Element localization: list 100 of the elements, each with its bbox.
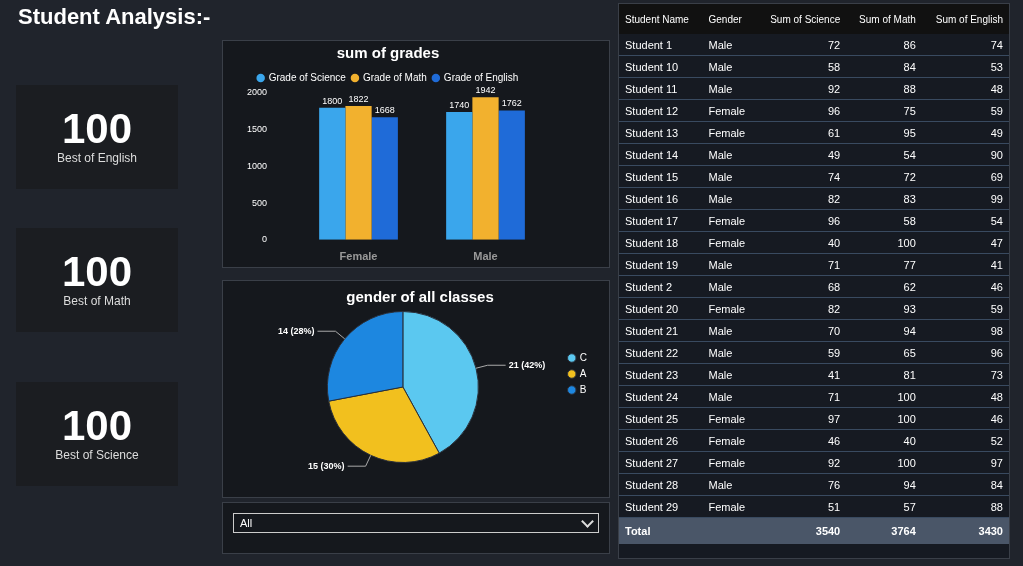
text: Female: [708, 236, 746, 249]
data-label: 1762: [501, 98, 522, 109]
text: Female: [708, 500, 746, 513]
text: 49: [990, 126, 1003, 139]
bar: [472, 97, 499, 240]
category-label: Student 11: [625, 82, 678, 95]
legend-label: Grade of Math: [362, 71, 427, 83]
category-label: Sum of English: [921, 4, 1009, 34]
text: 92: [828, 456, 841, 469]
category-label: Student 17: [625, 214, 679, 227]
text: 46: [990, 280, 1003, 293]
text: 100: [897, 456, 916, 469]
text: Male: [708, 38, 733, 51]
text: 54: [990, 214, 1003, 227]
text: 97: [990, 456, 1003, 469]
text: 96: [990, 346, 1003, 359]
category-label: Student 20: [625, 302, 679, 315]
text: 62: [903, 280, 916, 293]
text: 46: [990, 412, 1003, 425]
category-label: Gender: [702, 4, 757, 34]
text: Male: [708, 390, 733, 403]
text: Female: [708, 302, 746, 315]
text: Male: [708, 148, 733, 161]
category-label: Sum of Math: [846, 4, 922, 34]
text: 72: [903, 170, 916, 183]
text: Female: [708, 412, 746, 425]
text: 48: [990, 82, 1003, 95]
category-label: Student 21: [625, 324, 679, 337]
text: 92: [828, 82, 841, 95]
data-label: 1800: [322, 95, 343, 106]
text: 84: [990, 478, 1003, 491]
text: 46: [828, 434, 841, 447]
data-label: 1740: [449, 100, 470, 111]
legend-label: Grade of English: [443, 71, 519, 83]
text: Male: [708, 192, 733, 205]
y-tick-label: 0: [262, 234, 268, 245]
text: 58: [903, 214, 916, 227]
text: 59: [828, 346, 841, 359]
text: 83: [903, 192, 916, 205]
text: 52: [990, 434, 1003, 447]
data-label: 100: [60, 402, 134, 449]
category-label: Student 10: [625, 60, 679, 73]
text: 41: [828, 368, 841, 381]
y-tick-label: 1500: [246, 124, 268, 135]
text: 90: [990, 148, 1003, 161]
text: 75: [903, 104, 916, 117]
text: 3430: [978, 525, 1003, 537]
text: Female: [708, 104, 746, 117]
text: 71: [828, 258, 841, 271]
bar: [319, 107, 346, 240]
data-label: 100: [60, 105, 134, 152]
text: 69: [990, 170, 1003, 183]
category-label: Student 29: [625, 500, 679, 513]
text: 97: [828, 412, 841, 425]
text: Male: [708, 258, 733, 271]
text: 98: [990, 324, 1003, 337]
text: Female: [708, 214, 746, 227]
text: Male: [708, 478, 733, 491]
text: 77: [903, 258, 916, 271]
bar: [498, 110, 525, 240]
text: 65: [903, 346, 916, 359]
text: 81: [903, 368, 916, 381]
text: Male: [708, 82, 733, 95]
text: 59: [990, 302, 1003, 315]
data-label: 14 (28%): [277, 325, 315, 336]
category-label: Best of English: [55, 151, 138, 165]
category-label: Student 27: [625, 456, 679, 469]
category-label: Total: [625, 525, 651, 537]
data-label: 1822: [348, 94, 369, 105]
text: 82: [828, 302, 841, 315]
text: 57: [903, 500, 916, 513]
text: 47: [990, 236, 1003, 249]
text: 68: [828, 280, 841, 293]
category-label: Best of Science: [54, 448, 140, 462]
text: 96: [828, 104, 841, 117]
text: 72: [828, 38, 841, 51]
text: 99: [990, 192, 1003, 205]
y-tick-label: 1000: [246, 160, 268, 171]
text: 40: [903, 434, 916, 447]
text: 40: [828, 236, 841, 249]
text: Female: [708, 434, 746, 447]
text: Male: [708, 60, 733, 73]
text: Male: [708, 324, 733, 337]
text: Male: [708, 280, 733, 293]
category-label: Student 12: [625, 104, 679, 117]
dropdown: All: [233, 513, 599, 533]
text: 73: [990, 368, 1003, 381]
text: Female: [708, 456, 746, 469]
category-label: Student 24: [625, 390, 679, 403]
text: 100: [897, 236, 916, 249]
category-label: Student 2: [625, 280, 673, 293]
legend-label: Grade of Science: [268, 71, 347, 83]
text: 71: [828, 390, 841, 403]
text: 61: [828, 126, 841, 139]
text: 88: [903, 82, 916, 95]
y-tick-label: 2000: [246, 87, 268, 98]
text: Male: [708, 368, 733, 381]
text: 94: [903, 478, 916, 491]
legend-label: B: [579, 383, 587, 395]
text: 54: [903, 148, 916, 161]
